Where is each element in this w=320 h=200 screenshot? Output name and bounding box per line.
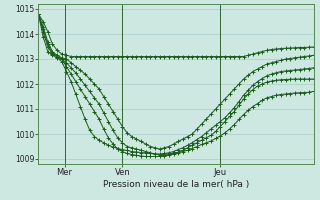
- X-axis label: Pression niveau de la mer( hPa ): Pression niveau de la mer( hPa ): [103, 180, 249, 189]
